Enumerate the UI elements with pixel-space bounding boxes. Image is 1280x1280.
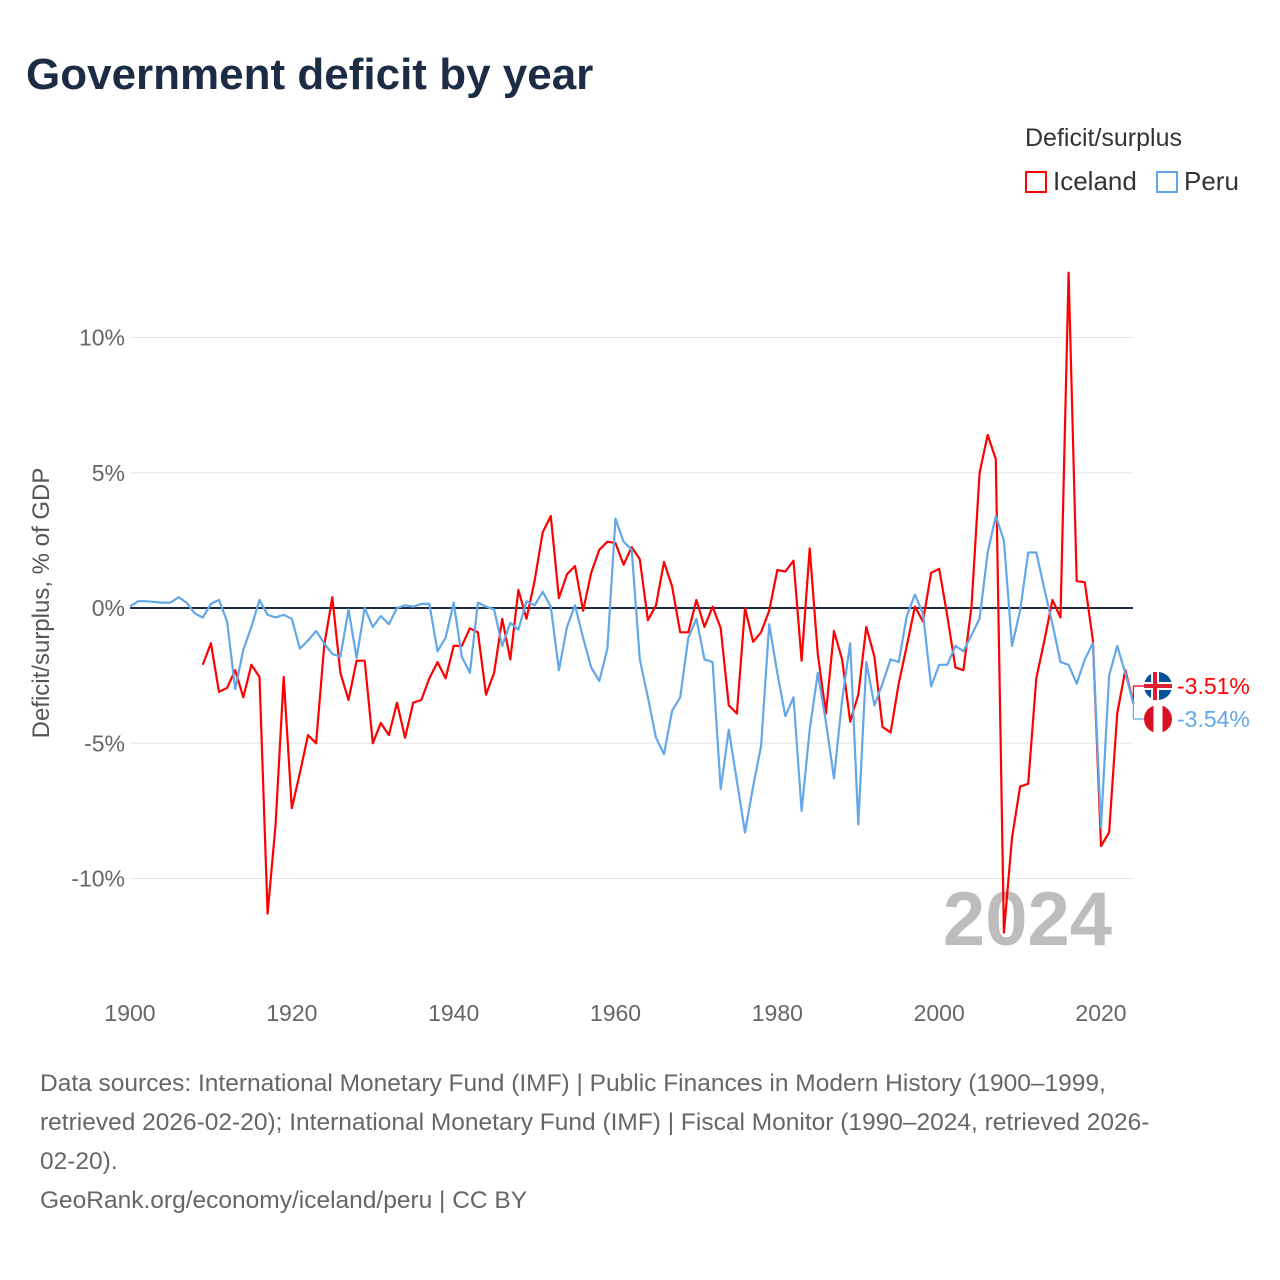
- series-line-iceland: [201, 271, 1135, 934]
- end-connector: [1132, 703, 1145, 720]
- flag-stripe-white: [1153, 705, 1163, 733]
- x-tick-label: 1900: [104, 1000, 155, 1026]
- footer-credit-link[interactable]: GeoRank.org/economy/iceland/peru | CC BY: [40, 1187, 528, 1214]
- legend-label-iceland: Iceland: [1053, 166, 1137, 196]
- legend-item-iceland[interactable]: Iceland: [1025, 166, 1137, 197]
- year-watermark: 2024: [943, 877, 1112, 962]
- y-tick-label: -5%: [84, 730, 125, 756]
- series-line-peru: [129, 514, 1135, 834]
- x-tick-label: 1980: [752, 1000, 803, 1026]
- flag-cross-red: [1144, 684, 1172, 688]
- end-connector: [1132, 685, 1145, 703]
- footer-sources-line-1: Data sources: International Monetary Fun…: [40, 1070, 1106, 1097]
- flag-icon-peru: [1144, 705, 1172, 733]
- legend-swatch-iceland: [1025, 170, 1047, 193]
- footer-sources-line-3: 02-20).: [40, 1148, 118, 1175]
- flag-cross-red: [1153, 672, 1157, 700]
- x-tick-label: 1960: [590, 1000, 641, 1026]
- y-tick-label: -10%: [71, 866, 125, 892]
- end-value-label-iceland: -3.51%: [1177, 673, 1250, 699]
- y-tick-label: 0%: [92, 595, 125, 621]
- flag-icon-iceland: [1144, 672, 1172, 700]
- x-tick-label: 2000: [914, 1000, 965, 1026]
- x-tick-label: 2020: [1075, 1000, 1126, 1026]
- legend-title: Deficit/surplus: [1025, 124, 1182, 152]
- footer-sources-line-2: retrieved 2026-02-20); International Mon…: [40, 1109, 1150, 1136]
- x-tick-label: 1920: [266, 1000, 317, 1026]
- legend-label-peru: Peru: [1184, 166, 1239, 196]
- legend-item-peru[interactable]: Peru: [1156, 166, 1239, 197]
- y-tick-label: 10%: [79, 325, 125, 351]
- y-tick-label: 5%: [92, 460, 125, 486]
- chart-title: Government deficit by year: [26, 50, 594, 99]
- legend-swatch-peru: [1156, 170, 1178, 193]
- x-tick-label: 1940: [428, 1000, 479, 1026]
- end-value-label-peru: -3.54%: [1177, 706, 1250, 732]
